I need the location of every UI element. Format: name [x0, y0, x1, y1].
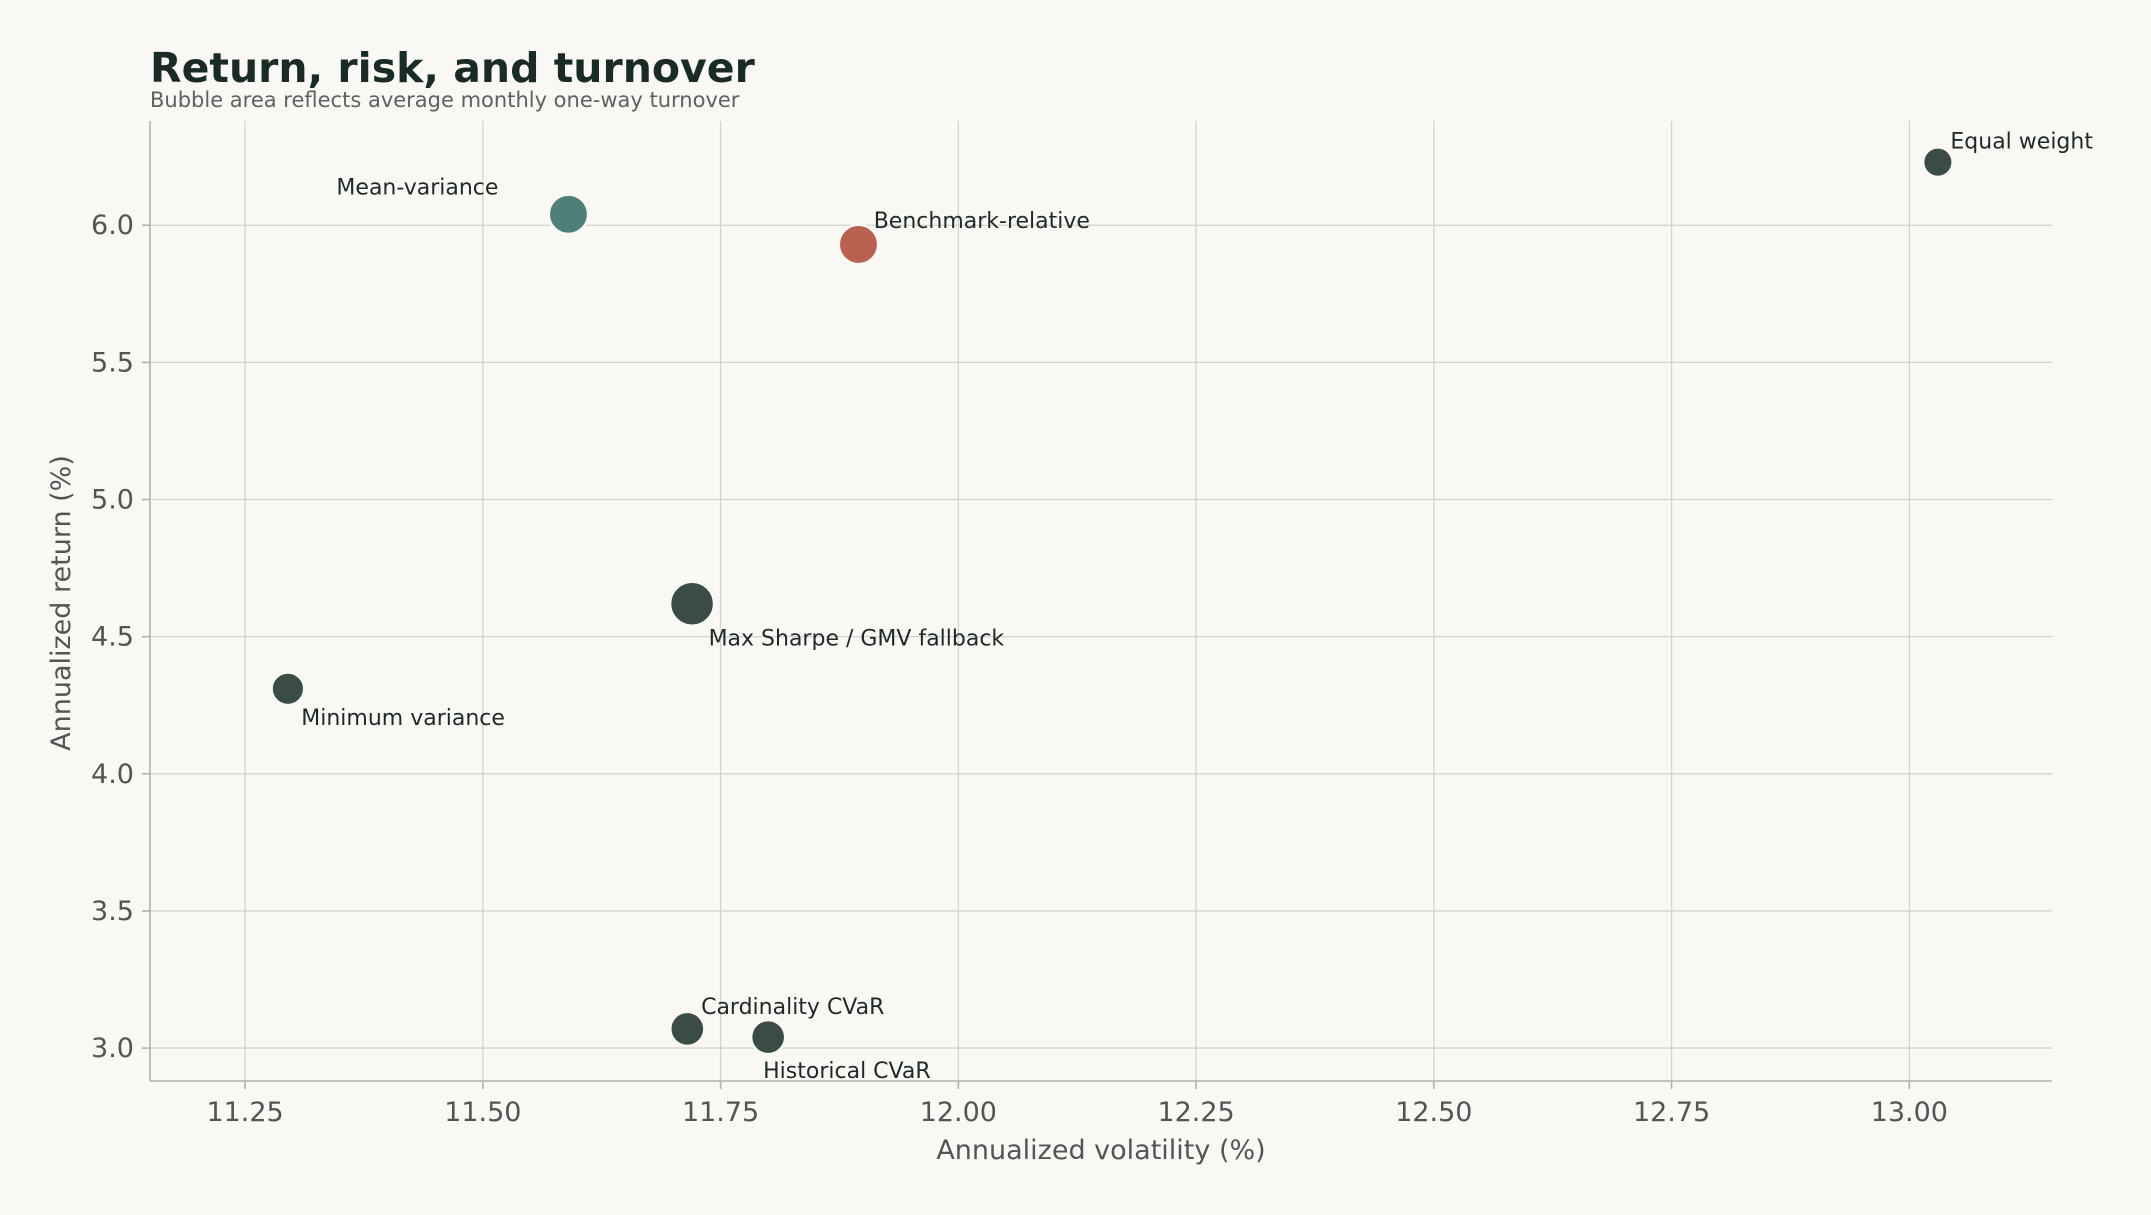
x-tick-label: 12.75 — [1633, 1097, 1710, 1128]
chart-title: Return, risk, and turnover — [150, 44, 756, 92]
x-tick-label: 11.75 — [682, 1097, 759, 1128]
bubble-point — [668, 580, 716, 627]
bubble-point — [1921, 146, 1954, 179]
point-label: Cardinality CVaR — [701, 995, 884, 1020]
x-tick-label: 12.25 — [1157, 1097, 1234, 1128]
y-tick-label: 4.0 — [91, 759, 134, 790]
bubble-point — [669, 1010, 706, 1048]
y-tick-label: 3.5 — [91, 896, 134, 927]
bubble-point — [837, 223, 880, 266]
bubbles — [270, 146, 1954, 1056]
x-tick-label: 11.50 — [444, 1097, 521, 1128]
y-tick-label: 4.5 — [91, 622, 134, 653]
bubble-point — [270, 671, 306, 707]
x-tick-label: 12.50 — [1395, 1097, 1472, 1128]
point-label: Mean-variance — [336, 175, 498, 200]
y-tick-label: 6.0 — [91, 210, 134, 241]
tick-labels: 11.25 11.50 11.75 12.00 12.25 12.50 12.75 13.00… — [91, 210, 1948, 1128]
x-tick-label: 13.00 — [1871, 1097, 1948, 1128]
y-axis-title: Annualized return (%) — [46, 455, 77, 751]
point-label: Minimum variance — [301, 706, 505, 731]
x-tick-label: 12.00 — [920, 1097, 997, 1128]
y-tick-label: 3.0 — [91, 1033, 134, 1064]
axes — [142, 121, 2052, 1089]
x-axis-title: Annualized volatility (%) — [936, 1135, 1265, 1166]
x-tick-label: 11.25 — [206, 1097, 283, 1128]
point-label: Max Sharpe / GMV fallback — [709, 627, 1005, 652]
point-label: Historical CVaR — [763, 1059, 931, 1084]
chart-subtitle: Bubble area reflects average monthly one… — [150, 88, 740, 112]
point-label: Equal weight — [1950, 129, 2093, 154]
bubble-point — [547, 193, 590, 236]
point-labels: Equal weight Mean-variance Benchmark-relat… — [301, 129, 2093, 1084]
bubble-point — [749, 1018, 787, 1056]
grid — [150, 121, 2052, 1081]
y-tick-label: 5.5 — [91, 347, 134, 378]
point-label: Benchmark-relative — [874, 209, 1090, 234]
y-tick-label: 5.0 — [91, 485, 134, 516]
